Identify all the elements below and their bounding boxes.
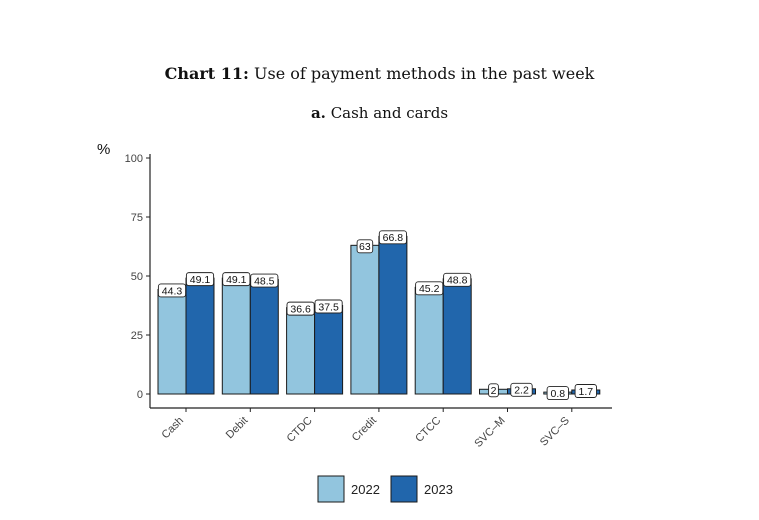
data-label: 45.2 — [419, 283, 440, 295]
data-label-box — [222, 272, 251, 287]
bar-2023-debit — [249, 279, 279, 395]
data-label: 49.1 — [190, 274, 211, 286]
y-tick-label: 0 — [137, 389, 143, 401]
chart-subtitle: a. Cash and cards — [310, 104, 449, 122]
y-tick-label: 50 — [131, 271, 143, 283]
bar-2022-debit — [221, 277, 251, 395]
data-label-box — [356, 239, 374, 254]
x-tick-label: SVC–M — [472, 415, 507, 450]
x-tick-label: CTCC — [413, 415, 443, 445]
bar-2022-credit — [350, 244, 380, 395]
data-label-box — [286, 301, 315, 316]
bar-2023-ctcc — [442, 278, 472, 395]
x-tick-label: SVC–S — [538, 415, 572, 449]
data-label-box — [378, 230, 407, 245]
x-tick-label: Cash — [159, 415, 186, 442]
data-label-box — [546, 386, 569, 401]
bar-2022-cash — [157, 288, 187, 395]
data-label: 48.8 — [447, 275, 468, 287]
data-label: 66.8 — [383, 232, 404, 244]
legend-label-2023: 2023 — [424, 482, 453, 497]
data-label-box — [574, 384, 597, 398]
data-label: 44.3 — [162, 285, 183, 297]
data-label: 0.8 — [550, 388, 565, 400]
bar-2023-cash — [185, 277, 215, 395]
bar-2022-ctdc — [286, 307, 316, 395]
bar-2023-credit — [378, 235, 408, 395]
data-label-box — [157, 283, 187, 298]
data-label: 37.5 — [318, 301, 339, 313]
data-label: 63 — [359, 241, 371, 253]
plot-area: 0 25 50 75 100 Cash Debit CTDC Credit CTCC SVC–M SV… — [125, 153, 612, 450]
legend-swatch-2023 — [390, 475, 418, 503]
legend-swatch-2022 — [317, 475, 345, 503]
chart-title: Chart 11: Use of payment methods in the … — [164, 64, 595, 83]
legend-label-2022: 2022 — [351, 482, 380, 497]
x-tick-label: Credit — [350, 415, 379, 444]
bar-2023-ctdc — [314, 305, 344, 395]
data-label-box — [488, 383, 499, 398]
data-label-box — [314, 299, 343, 314]
data-label-box — [510, 382, 533, 397]
y-axis-label: % — [97, 141, 110, 158]
data-label: 48.5 — [254, 275, 275, 287]
y-tick-label: 75 — [131, 212, 143, 224]
bar-2022-ctcc — [414, 286, 444, 395]
x-tick-label: CTDC — [285, 415, 315, 445]
data-label-box — [415, 281, 444, 296]
data-label: 1.7 — [578, 386, 593, 398]
data-label-box — [250, 273, 279, 288]
data-label-box — [443, 272, 472, 287]
data-label: 2 — [491, 385, 497, 397]
legend: 2022 2023 — [317, 475, 453, 503]
data-label: 2.2 — [514, 385, 529, 397]
x-tick-label: Debit — [224, 415, 251, 442]
data-label-box — [185, 272, 215, 287]
data-label: 49.1 — [226, 274, 247, 286]
y-tick-label: 25 — [131, 330, 143, 342]
data-label: 36.6 — [290, 303, 311, 315]
y-tick-label: 100 — [125, 153, 143, 165]
